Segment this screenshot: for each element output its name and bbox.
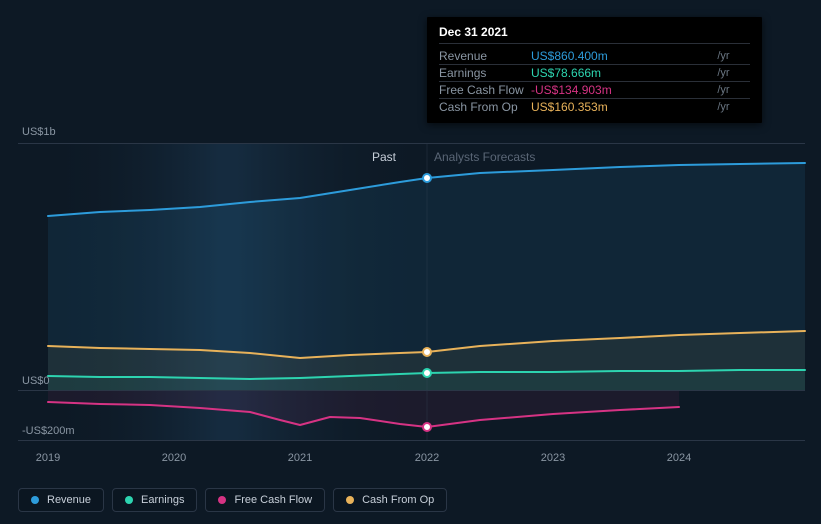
financial-timeseries-chart[interactable]: US$1b US$0 -US$200m 2019 2020 2021 2022 2023… [0,0,821,524]
x-tick-label: 2021 [288,452,312,464]
gridline [18,390,805,391]
y-tick-label: -US$200m [22,425,75,437]
legend-dot-icon [125,496,133,504]
tooltip-row-unit: /yr [713,99,750,116]
forecast-label: Analysts Forecasts [434,150,535,164]
legend-item-cash-from-op[interactable]: Cash From Op [333,488,447,512]
legend-dot-icon [218,496,226,504]
legend: Revenue Earnings Free Cash Flow Cash From O… [18,488,447,512]
tooltip-row: Cash From OpUS$160.353m/yr [439,99,750,116]
x-tick-label: 2022 [415,452,439,464]
tooltip-row-unit: /yr [713,65,750,82]
x-tick-label: 2019 [36,452,60,464]
x-tick-label: 2020 [162,452,186,464]
legend-label: Earnings [141,494,184,506]
tooltip-title: Dec 31 2021 [439,25,750,44]
tooltip-row-label: Revenue [439,48,531,65]
legend-item-free-cash-flow[interactable]: Free Cash Flow [205,488,325,512]
tooltip-row-label: Free Cash Flow [439,82,531,99]
past-label: Past [372,150,396,164]
legend-dot-icon [346,496,354,504]
tooltip-row-value: US$860.400m [531,48,713,65]
legend-item-earnings[interactable]: Earnings [112,488,197,512]
tooltip-row-value: US$78.666m [531,65,713,82]
tooltip-row-value: US$160.353m [531,99,713,116]
gridline [18,143,805,144]
legend-label: Revenue [47,494,91,506]
tooltip-row-unit: /yr [713,48,750,65]
legend-label: Cash From Op [362,494,434,506]
x-tick-label: 2024 [667,452,691,464]
tooltip-row-label: Earnings [439,65,531,82]
tooltip-row: Free Cash Flow-US$134.903m/yr [439,82,750,99]
gridline [18,440,805,441]
tooltip-row-unit: /yr [713,82,750,99]
tooltip-rows: RevenueUS$860.400m/yrEarningsUS$78.666m/… [439,48,750,115]
chart-tooltip: Dec 31 2021 RevenueUS$860.400m/yrEarning… [427,17,762,123]
x-tick-label: 2023 [541,452,565,464]
y-tick-label: US$0 [22,375,50,387]
tooltip-row: RevenueUS$860.400m/yr [439,48,750,65]
y-tick-label: US$1b [22,126,56,138]
tooltip-row-value: -US$134.903m [531,82,713,99]
tooltip-row-label: Cash From Op [439,99,531,116]
legend-item-revenue[interactable]: Revenue [18,488,104,512]
legend-label: Free Cash Flow [234,494,312,506]
legend-dot-icon [31,496,39,504]
tooltip-row: EarningsUS$78.666m/yr [439,65,750,82]
